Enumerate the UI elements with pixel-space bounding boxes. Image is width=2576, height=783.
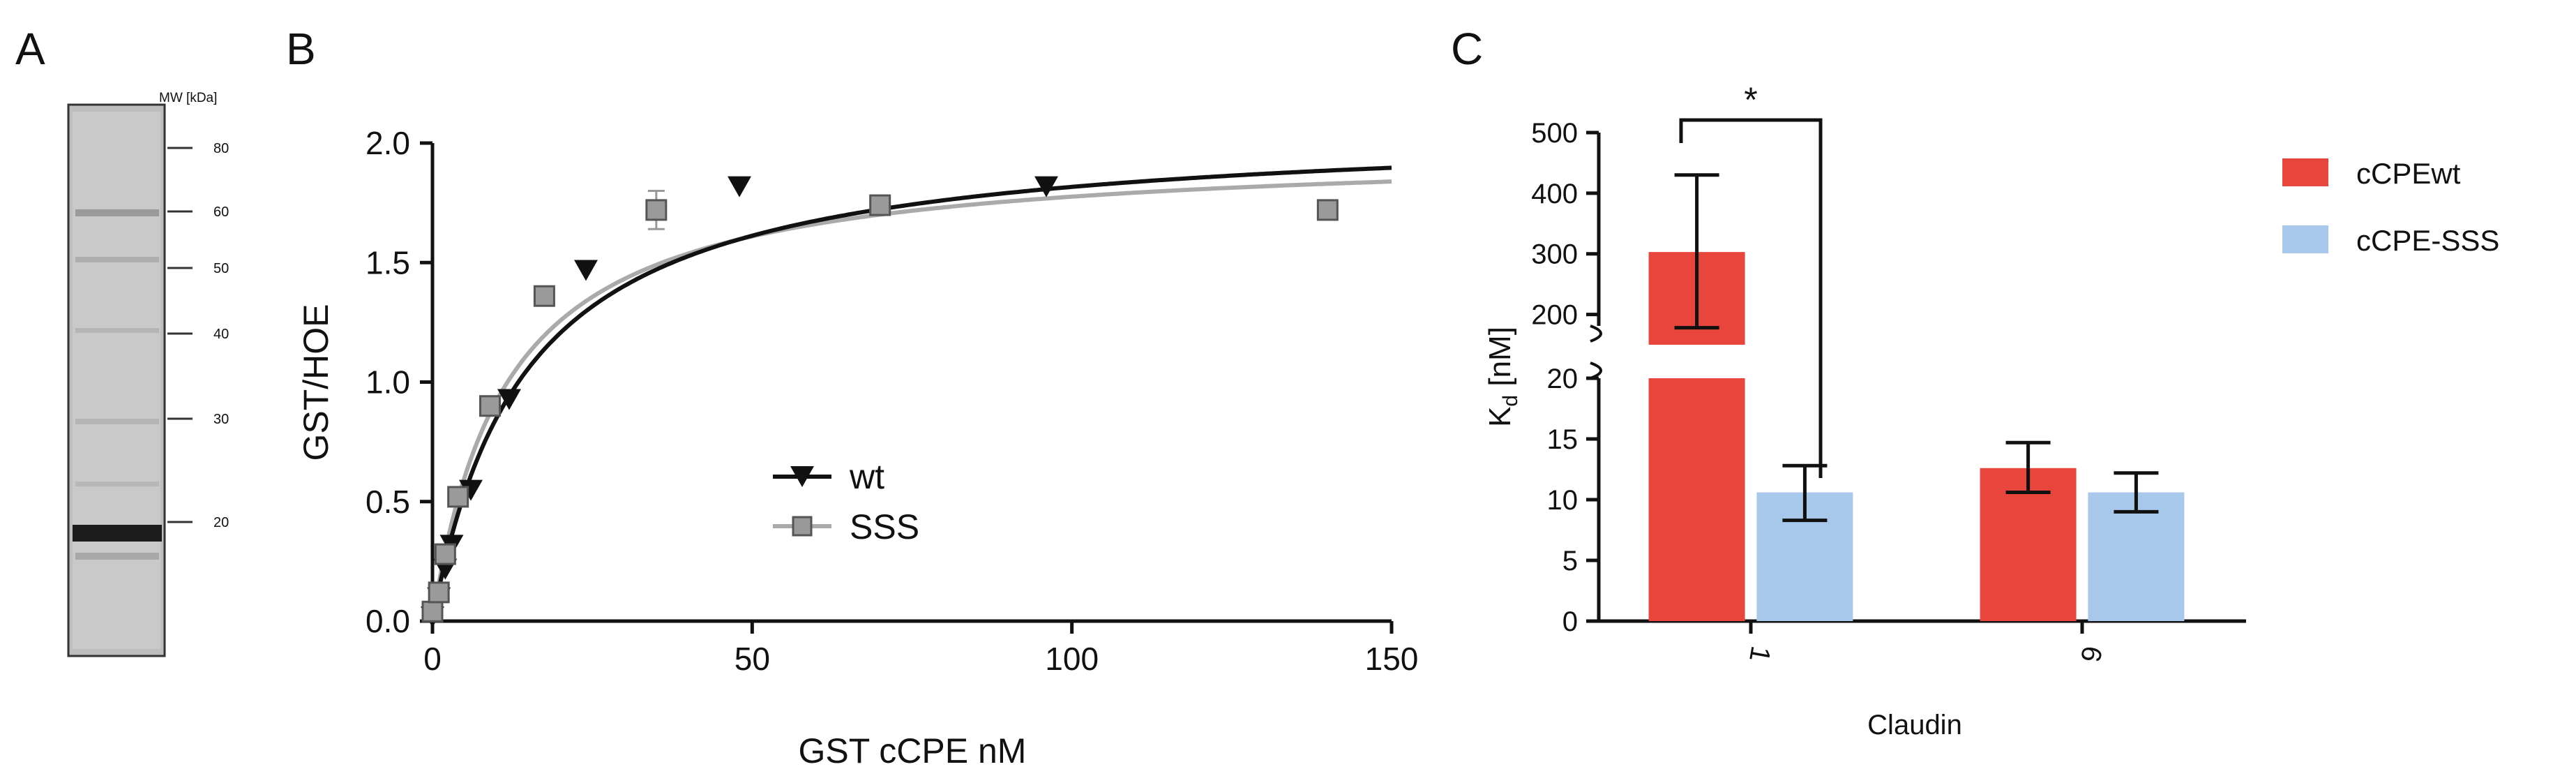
legend-cpewt-swatch xyxy=(2282,158,2328,186)
legend-cpewt-label: cCPEwt xyxy=(2356,157,2461,190)
c-x-tick-label: 6 xyxy=(2074,643,2107,664)
chart-c-ylabel: Kd [nM] xyxy=(1483,327,1522,427)
point-wt xyxy=(574,260,598,281)
c-y-tick-label: 0 xyxy=(1562,606,1578,637)
x-tick-label: 0 xyxy=(423,641,442,677)
point-SSS xyxy=(428,581,450,604)
axis-break-mark xyxy=(1590,325,1602,343)
gel-band xyxy=(75,209,159,216)
mw-label: 30 xyxy=(213,412,229,427)
legend-wt-label: wt xyxy=(849,457,884,496)
c-y-tick-label: 200 xyxy=(1531,300,1578,331)
fit-curve-SSS xyxy=(430,179,1392,622)
gel-band xyxy=(75,553,159,560)
y-tick-label: 1.5 xyxy=(366,244,410,281)
bracket-line xyxy=(1679,118,1823,478)
bar-cCPE-SSS-claudin-6 xyxy=(2088,492,2185,621)
c-y-tick-label: 20 xyxy=(1547,364,1579,394)
y-tick-label: 1.0 xyxy=(366,364,410,401)
x-tick-label: 50 xyxy=(735,641,770,677)
mw-label: 80 xyxy=(213,141,229,156)
point-SSS xyxy=(1316,199,1339,221)
chart-c-ticks: 0 5 10 15 20 200 300 400 500 1 6 xyxy=(1531,118,2107,664)
x-tick-label: 100 xyxy=(1045,641,1099,677)
c-y-tick-label: 500 xyxy=(1531,118,1578,149)
gel-band xyxy=(75,257,159,262)
x-tick-label: 150 xyxy=(1365,641,1419,677)
legend-sss-marker xyxy=(792,516,813,537)
gel-band xyxy=(75,419,159,424)
mw-label: 60 xyxy=(213,204,229,220)
y-tick-label: 2.0 xyxy=(366,125,410,161)
panel-b-letter: B xyxy=(286,24,316,74)
c-y-tick-label: 300 xyxy=(1531,239,1578,270)
fit-curve-wt xyxy=(430,165,1392,622)
chart-b-axes xyxy=(430,143,1392,623)
chart-c-xlabel: Claudin xyxy=(1867,710,1962,740)
chart-b-data-points xyxy=(421,176,1339,628)
chart-b-xlabel: GST cCPE nM xyxy=(799,731,1027,770)
y-tick-label: 0.5 xyxy=(366,484,410,520)
chart-c-bars xyxy=(1648,252,2185,621)
gel-band xyxy=(75,328,159,333)
point-SSS xyxy=(645,199,668,221)
legend-wt-marker xyxy=(790,466,814,487)
point-SSS xyxy=(479,395,501,417)
bar-cCPEwt-claudin-1 xyxy=(1648,378,1745,621)
significance-star: * xyxy=(1744,80,1757,119)
c-y-tick-label: 5 xyxy=(1562,546,1578,576)
chart-b-ylabel: GST/HOE xyxy=(296,304,336,461)
point-SSS xyxy=(447,486,469,508)
chart-b-legend: wt SSS xyxy=(773,457,919,546)
point-wt xyxy=(497,389,521,410)
mw-markers: 80 60 50 40 30 20 xyxy=(167,141,229,530)
gel-band xyxy=(75,482,159,486)
c-y-tick-label: 10 xyxy=(1547,485,1579,516)
legend-cpesss-label: cCPE-SSS xyxy=(2356,224,2499,257)
significance-bracket: * xyxy=(1679,80,1823,478)
chart-c-legend: cCPEwt cCPE-SSS xyxy=(2282,157,2499,257)
point-SSS xyxy=(869,194,891,216)
c-y-tick-label: 15 xyxy=(1547,424,1579,455)
legend-sss-label: SSS xyxy=(850,507,919,546)
panel-b: B 0 50 100 150 0.0 0.5 1.0 1.5 2.0 GST/HOE GST c… xyxy=(286,24,1418,770)
legend-sss-swatch xyxy=(2282,225,2328,253)
point-wt xyxy=(1034,176,1058,197)
point-SSS xyxy=(421,600,444,622)
chart-c-error-bars xyxy=(1674,173,2159,523)
panel-c-letter: C xyxy=(1451,24,1483,74)
y-tick-label: 0.0 xyxy=(366,603,410,639)
c-y-tick-label: 400 xyxy=(1531,179,1578,209)
panel-c: C 0 5 10 15 20 200 300 400 500 1 6 * Kd [nM] Claud… xyxy=(1451,24,2499,740)
point-wt xyxy=(459,479,483,501)
mw-label: 40 xyxy=(213,327,229,342)
mw-label: 20 xyxy=(213,515,229,530)
c-x-tick-label: 1 xyxy=(1743,643,1776,664)
point-SSS xyxy=(434,543,456,565)
axis-break-mark xyxy=(1590,361,1602,380)
panel-a-letter: A xyxy=(15,24,45,74)
gel-lane-inner xyxy=(73,112,160,649)
mw-label: 50 xyxy=(213,261,229,276)
gel-band-main xyxy=(73,525,162,542)
panel-a: A MW [kDa] 80 60 50 40 30 20 xyxy=(15,24,229,657)
mw-header: MW [kDa] xyxy=(159,91,217,105)
chart-b-fit-curves xyxy=(430,165,1392,622)
point-SSS xyxy=(533,285,555,307)
point-wt xyxy=(728,176,751,197)
